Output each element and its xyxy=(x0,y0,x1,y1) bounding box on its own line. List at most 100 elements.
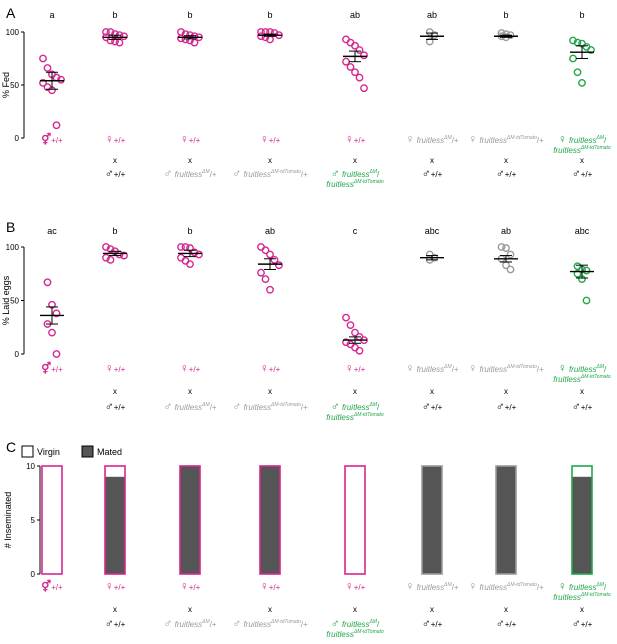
data-point xyxy=(120,32,128,41)
data-point xyxy=(582,266,591,275)
bar-total xyxy=(259,465,281,575)
female-genotype-label-2: fruitlessΔM-tdTomato xyxy=(553,145,611,155)
significance-letter: a xyxy=(49,10,54,20)
female-genotype-label: ♀+/+ xyxy=(180,132,201,146)
bar-total xyxy=(495,465,517,575)
data-point xyxy=(342,35,350,44)
female-genotype-label: ♀+/+ xyxy=(180,579,201,593)
female-genotype-label: ⚥+/+ xyxy=(41,132,63,146)
data-point xyxy=(270,255,279,264)
male-genotype-label: ♂+/+ xyxy=(572,616,593,630)
data-point xyxy=(48,328,56,337)
female-genotype-label: ♀ fruitlessΔM/+ xyxy=(405,579,459,593)
data-point xyxy=(346,63,355,71)
legend: Virgin Mated xyxy=(21,445,122,458)
cross-symbol: x xyxy=(580,605,584,614)
data-point xyxy=(569,36,577,45)
data-point xyxy=(573,262,582,271)
data-point xyxy=(425,37,434,46)
data-point xyxy=(587,46,595,54)
bar-total xyxy=(571,465,593,575)
female-genotype-label: ♀+/+ xyxy=(260,579,281,593)
data-point xyxy=(355,346,364,355)
male-genotype-label: ♂ fruitlessΔM-tdTomato/+ xyxy=(232,166,308,180)
bar-total xyxy=(104,465,126,575)
cross-symbol: x xyxy=(113,605,117,614)
significance-letter: b xyxy=(267,10,272,20)
male-genotype-label-2: fruitlessΔM-tdTomato xyxy=(326,179,384,189)
data-point xyxy=(181,257,190,265)
cross-symbol: x xyxy=(268,387,272,396)
female-genotype-label: ♀ fruitlessΔM/+ xyxy=(405,132,459,146)
male-genotype-label: ♂+/+ xyxy=(572,166,593,180)
cross-symbol: x xyxy=(113,156,117,165)
male-genotype-label: ♂ fruitlessΔM/+ xyxy=(163,166,217,180)
cross-symbol: x xyxy=(580,156,584,165)
data-point xyxy=(39,54,47,63)
data-point xyxy=(351,328,359,337)
y-tick-label: 100 xyxy=(6,243,20,252)
bar-total xyxy=(41,465,63,575)
bar-mated xyxy=(572,476,592,574)
male-genotype-label: ♂+/+ xyxy=(105,399,126,413)
cross-symbol: x xyxy=(580,387,584,396)
cross-symbol: x xyxy=(113,387,117,396)
female-genotype-label: ⚥+/+ xyxy=(41,579,63,593)
bar-mated xyxy=(180,466,200,574)
data-point xyxy=(430,31,439,40)
data-point xyxy=(360,84,368,93)
significance-letter: b xyxy=(503,10,508,20)
bar-mated xyxy=(105,476,125,574)
bar-total xyxy=(179,465,201,575)
male-genotype-label: ♂ fruitlessΔM/+ xyxy=(163,616,217,630)
female-genotype-label: ⚥+/+ xyxy=(41,361,63,375)
data-point xyxy=(355,46,364,54)
data-point xyxy=(573,68,582,77)
significance-letter: b xyxy=(112,226,117,236)
data-point xyxy=(261,275,270,283)
cross-symbol: x xyxy=(504,156,508,165)
data-point xyxy=(502,244,510,252)
data-point xyxy=(190,38,199,47)
data-point xyxy=(582,42,591,51)
data-point xyxy=(257,243,265,251)
male-genotype-label: ♂ fruitlessΔM/+ xyxy=(163,399,217,413)
cross-symbol: x xyxy=(504,605,508,614)
male-genotype-label: ♂+/+ xyxy=(422,616,443,630)
male-genotype-label: ♂+/+ xyxy=(422,399,443,413)
cross-symbol: x xyxy=(188,156,192,165)
significance-letter: ab xyxy=(265,226,275,236)
female-genotype-label: ♀+/+ xyxy=(180,361,201,375)
legend-virgin-label: Virgin xyxy=(37,447,60,457)
data-point xyxy=(497,243,506,251)
significance-letter: b xyxy=(579,10,584,20)
y-tick-label: 100 xyxy=(6,28,20,37)
legend-mated-swatch xyxy=(81,445,94,458)
female-genotype-label: ♀+/+ xyxy=(345,361,366,375)
significance-letter: abc xyxy=(425,226,440,236)
male-genotype-label: ♂+/+ xyxy=(496,166,517,180)
male-genotype-label: ♂+/+ xyxy=(105,166,126,180)
data-point xyxy=(190,248,199,257)
y-axis-label: % Laid eggs xyxy=(1,275,11,325)
data-point xyxy=(186,260,194,269)
data-point xyxy=(506,250,515,259)
bar-total xyxy=(421,465,443,575)
data-point xyxy=(360,51,368,60)
female-genotype-label: ♀+/+ xyxy=(260,132,281,146)
bar-total xyxy=(344,465,366,575)
male-genotype-label: ♂+/+ xyxy=(572,399,593,413)
data-point xyxy=(351,68,359,77)
data-point xyxy=(578,78,586,87)
female-genotype-label-2: fruitlessΔM-tdTomato xyxy=(553,374,611,384)
male-genotype-label: ♂+/+ xyxy=(105,616,126,630)
female-genotype-label: ♀+/+ xyxy=(105,361,126,375)
data-point xyxy=(261,246,270,255)
data-point xyxy=(351,343,359,352)
female-genotype-label: ♀ fruitlessΔM/+ xyxy=(405,361,459,375)
female-genotype-label: ♀+/+ xyxy=(105,132,126,146)
male-genotype-label-2: fruitlessΔM-tdTomato xyxy=(326,629,384,639)
